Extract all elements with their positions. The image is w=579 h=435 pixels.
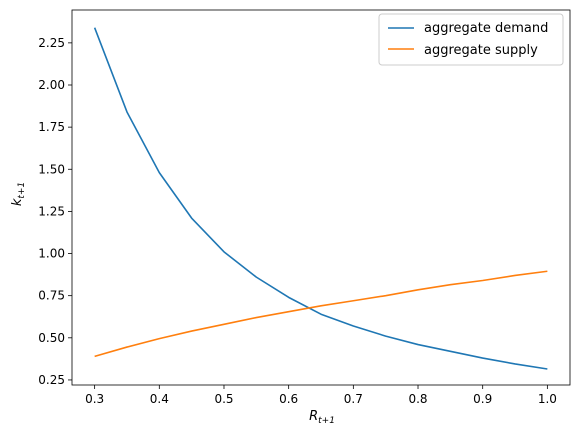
x-tick-label: 0.3 [85,392,104,406]
series-line-aggregate-supply [94,270,548,358]
axes-layer: 0.3 0.4 0.5 0.6 0.7 0.8 0.9 1.0 0.25 0.50 0.75 1.00… [38,9,571,406]
x-tick-label: 0.9 [473,392,492,406]
x-tick-label: 0.4 [150,392,169,406]
series-line-aggregate-demand [93,27,548,370]
y-tick-label: 2.00 [38,78,65,92]
y-tick-label: 0.50 [38,331,65,345]
x-tick-label: 0.5 [214,392,233,406]
y-tick-label: 0.75 [38,289,65,303]
y-tick-label: 1.50 [38,162,65,176]
series-layer [93,27,548,370]
x-tick-label: 0.7 [344,392,363,406]
y-tick-label: 1.00 [38,247,65,261]
x-tick-label: 0.8 [408,392,427,406]
y-tick-label: 0.25 [38,373,65,387]
x-axis-label: Rt+1 [309,409,335,426]
legend-label-supply: aggregate supply [424,43,538,58]
y-tick-label: 1.75 [38,120,65,134]
y-tick-label: 2.25 [38,36,65,50]
y-tick-label: 1.25 [38,204,65,218]
y-axis-label: kt+1 [10,182,27,206]
legend-label-demand: aggregate demand [424,21,548,36]
legend: aggregate demand aggregate supply [378,13,564,66]
x-tick-label: 1.0 [538,392,557,406]
legend-box [378,13,564,66]
x-tick-label: 0.6 [279,392,298,406]
plot-frame [71,9,571,386]
